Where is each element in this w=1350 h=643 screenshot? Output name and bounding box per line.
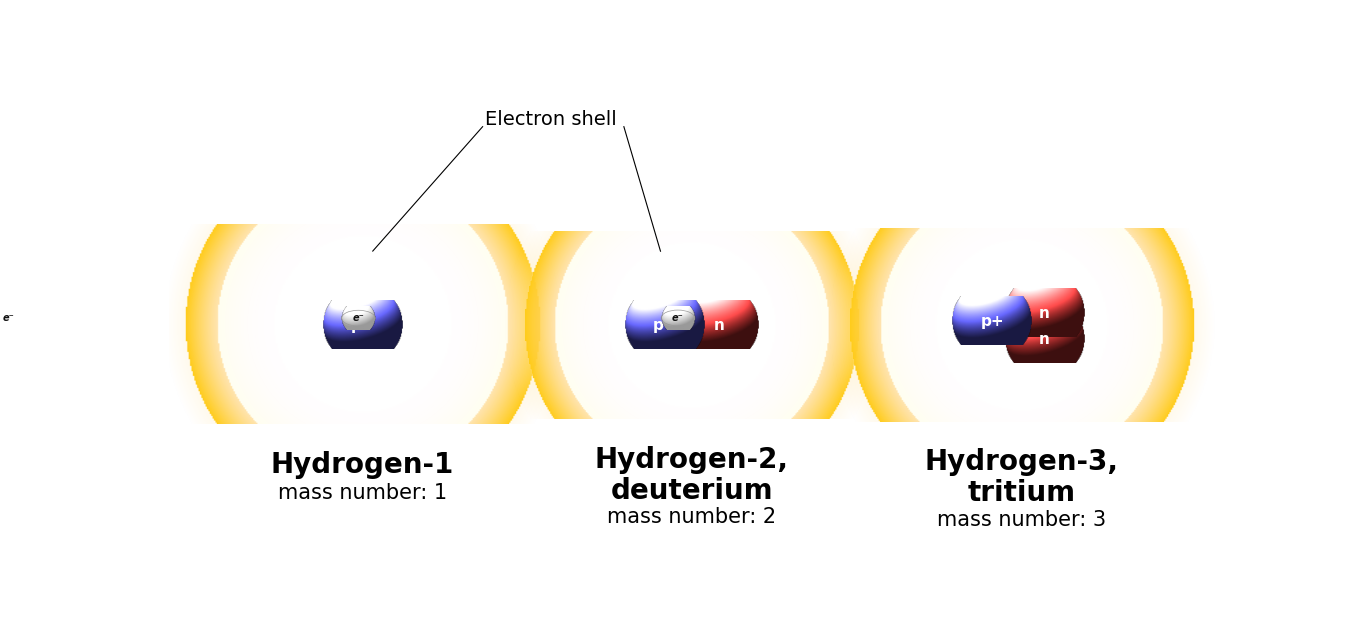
Text: deuterium: deuterium bbox=[610, 476, 774, 505]
Text: p+: p+ bbox=[351, 318, 374, 333]
Text: n: n bbox=[1040, 306, 1050, 321]
Text: Electron shell: Electron shell bbox=[485, 110, 617, 129]
Text: p+: p+ bbox=[653, 318, 676, 333]
Text: e⁻: e⁻ bbox=[672, 313, 683, 323]
Text: Hydrogen-2,: Hydrogen-2, bbox=[595, 446, 788, 474]
Text: e⁻: e⁻ bbox=[3, 312, 15, 323]
Text: Hydrogen-1: Hydrogen-1 bbox=[271, 451, 454, 479]
Text: mass number: 3: mass number: 3 bbox=[937, 510, 1106, 530]
Text: n: n bbox=[1040, 332, 1050, 347]
Text: n: n bbox=[714, 318, 725, 333]
Text: Hydrogen-3,: Hydrogen-3, bbox=[925, 449, 1118, 476]
Text: p+: p+ bbox=[980, 314, 1004, 329]
Text: mass number: 2: mass number: 2 bbox=[608, 507, 776, 527]
Text: mass number: 1: mass number: 1 bbox=[278, 483, 447, 503]
Text: tritium: tritium bbox=[968, 479, 1076, 507]
Text: e⁻: e⁻ bbox=[352, 313, 365, 323]
